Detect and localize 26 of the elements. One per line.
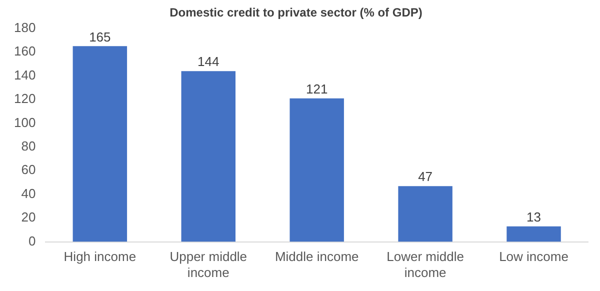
y-tick-label: 140 bbox=[14, 67, 36, 82]
data-label: 47 bbox=[418, 169, 433, 184]
y-tick-label: 160 bbox=[14, 44, 36, 59]
bar bbox=[398, 186, 452, 242]
data-label: 144 bbox=[198, 54, 220, 70]
x-tick-label: Middle income bbox=[274, 249, 359, 264]
y-tick-label: 80 bbox=[21, 138, 36, 154]
data-label: 13 bbox=[526, 209, 542, 224]
y-tick-label: 0 bbox=[28, 233, 36, 248]
x-tick-label: High income bbox=[64, 249, 136, 264]
y-tick-label: 120 bbox=[14, 91, 36, 106]
y-tick-label: 40 bbox=[21, 186, 36, 201]
y-tick-label: 100 bbox=[14, 114, 36, 130]
data-label: 121 bbox=[306, 81, 328, 96]
y-tick-label: 180 bbox=[14, 20, 36, 35]
x-tick-label: Lower middle income bbox=[386, 249, 464, 280]
bar bbox=[290, 98, 344, 242]
chart-title: Domestic credit to private sector (% of GDP) bbox=[170, 6, 422, 20]
x-tick-label: Upper middle income bbox=[170, 249, 248, 280]
y-tick-label: 60 bbox=[21, 162, 36, 178]
bar bbox=[506, 226, 561, 242]
data-label: 165 bbox=[89, 29, 111, 44]
bar bbox=[181, 71, 236, 242]
y-tick-label: 20 bbox=[21, 210, 36, 225]
x-tick-label: Low income bbox=[499, 249, 568, 264]
bar bbox=[72, 46, 128, 242]
